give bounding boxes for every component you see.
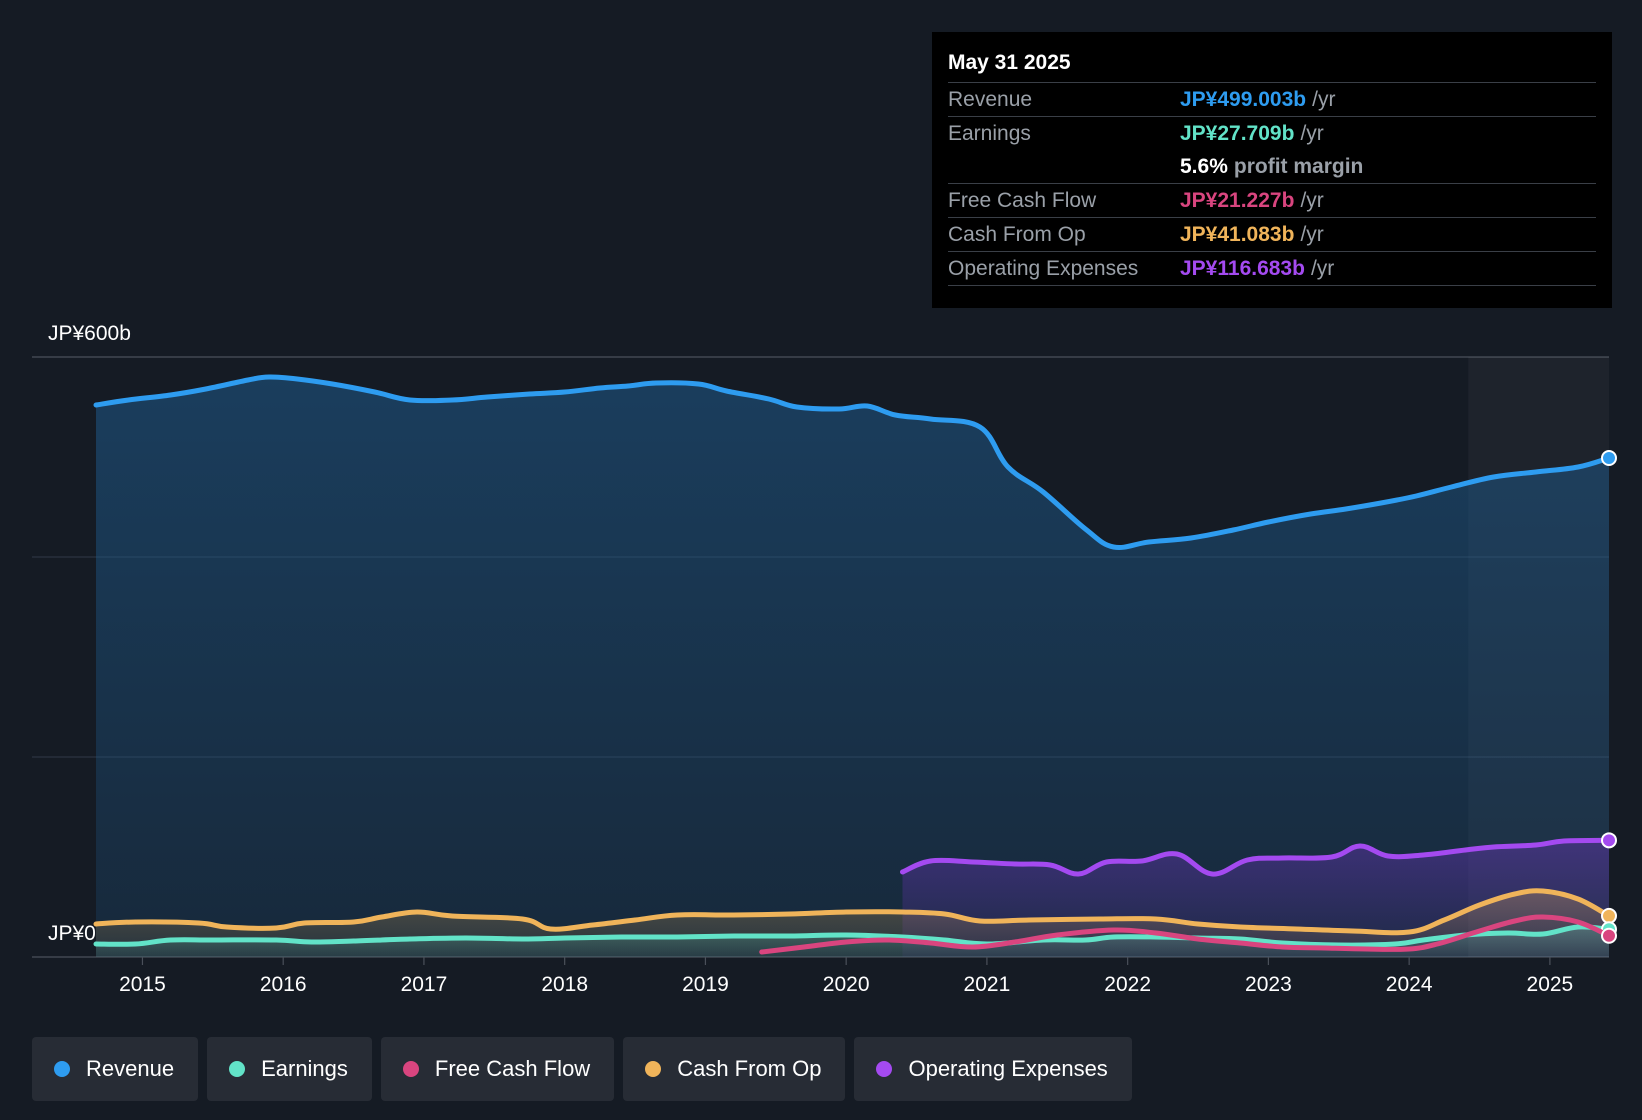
series-group <box>93 374 1617 957</box>
tooltip-value: JP¥116.683b/yr <box>1180 257 1335 280</box>
tooltip-row-free-cash-flow: Free Cash Flow JP¥21.227b/yr <box>948 183 1596 217</box>
operating-expenses-dot-icon <box>876 1061 893 1077</box>
revenue-line <box>93 374 1612 551</box>
x-tick-label: 2019 <box>682 973 729 996</box>
legend-item-earnings[interactable]: Earnings <box>207 1037 372 1101</box>
legend-label: Operating Expenses <box>908 1056 1108 1081</box>
tooltip-label: Free Cash Flow <box>948 189 1097 212</box>
free-cash-flow-end-marker[interactable] <box>1601 927 1617 944</box>
x-tick-label: 2016 <box>260 973 307 996</box>
tooltip-label: Earnings <box>948 122 1031 145</box>
free-cash-flow-line <box>759 914 1612 955</box>
legend-label: Free Cash Flow <box>434 1056 591 1081</box>
operating-expenses-line <box>900 837 1612 877</box>
legend-item-revenue[interactable]: Revenue <box>32 1037 199 1101</box>
legend: Revenue Earnings Free Cash Flow Cash Fro… <box>32 1037 1132 1101</box>
y-axis-bottom-label: JP¥0 <box>48 922 96 945</box>
x-tick-label: 2015 <box>119 973 166 996</box>
revenue-dot-icon <box>54 1061 70 1077</box>
legend-item-cash-from-op[interactable]: Cash From Op <box>623 1037 846 1101</box>
x-tick-label: 2023 <box>1245 973 1292 996</box>
tooltip-label: Operating Expenses <box>948 257 1139 280</box>
free-cash-flow-dot-icon <box>402 1061 419 1077</box>
legend-label: Revenue <box>86 1056 175 1081</box>
cash-from-op-line <box>93 888 1612 936</box>
x-tick-label: 2017 <box>401 973 448 996</box>
tooltip-value: JP¥21.227b/yr <box>1180 189 1324 212</box>
tooltip-row-cash-from-op: Cash From Op JP¥41.083b/yr <box>948 217 1596 251</box>
earnings-dot-icon <box>229 1061 246 1077</box>
tooltip-row-profit-margin: 5.6% profit margin <box>948 150 1596 183</box>
tooltip-label: Revenue <box>948 88 1033 111</box>
legend-label: Cash From Op <box>677 1056 822 1081</box>
revenue-area <box>96 376 1609 957</box>
x-tick-label: 2022 <box>1104 973 1151 996</box>
legend-label: Earnings <box>261 1056 348 1081</box>
tooltip-row-operating-expenses: Operating Expenses JP¥116.683b/yr <box>948 251 1596 286</box>
revenue-end-marker[interactable] <box>1601 450 1617 466</box>
earnings-line <box>93 924 1612 948</box>
tooltip-label: Cash From Op <box>948 223 1086 246</box>
tooltip-value: JP¥27.709b/yr <box>1180 122 1324 145</box>
legend-item-free-cash-flow[interactable]: Free Cash Flow <box>380 1037 615 1101</box>
x-axis: 2015 2016 2017 2018 2019 2020 2021 2022 2023 2024… <box>119 957 1573 996</box>
tooltip-value: JP¥41.083b/yr <box>1180 223 1324 246</box>
tooltip-row-revenue: Revenue JP¥499.003b/yr <box>948 82 1596 116</box>
cash-from-op-dot-icon <box>645 1061 662 1077</box>
legend-item-operating-expenses[interactable]: Operating Expenses <box>854 1037 1132 1101</box>
tooltip-value: 5.6% profit margin <box>1180 155 1364 178</box>
tooltip-value: JP¥499.003b/yr <box>1180 88 1336 111</box>
x-tick-label: 2025 <box>1527 973 1574 996</box>
cash-from-op-end-marker[interactable] <box>1601 907 1617 924</box>
x-tick-label: 2018 <box>541 973 588 996</box>
y-axis-top-label: JP¥600b <box>48 322 131 345</box>
x-tick-label: 2021 <box>964 973 1011 996</box>
x-tick-label: 2024 <box>1386 973 1433 996</box>
operating-expenses-end-marker[interactable] <box>1601 832 1617 849</box>
tooltip-panel: May 31 2025 Revenue JP¥499.003b/yr Earni… <box>932 32 1612 308</box>
x-tick-label: 2020 <box>823 973 870 996</box>
tooltip-date: May 31 2025 <box>948 51 1071 74</box>
tooltip-row-earnings: Earnings JP¥27.709b/yr <box>948 116 1596 150</box>
